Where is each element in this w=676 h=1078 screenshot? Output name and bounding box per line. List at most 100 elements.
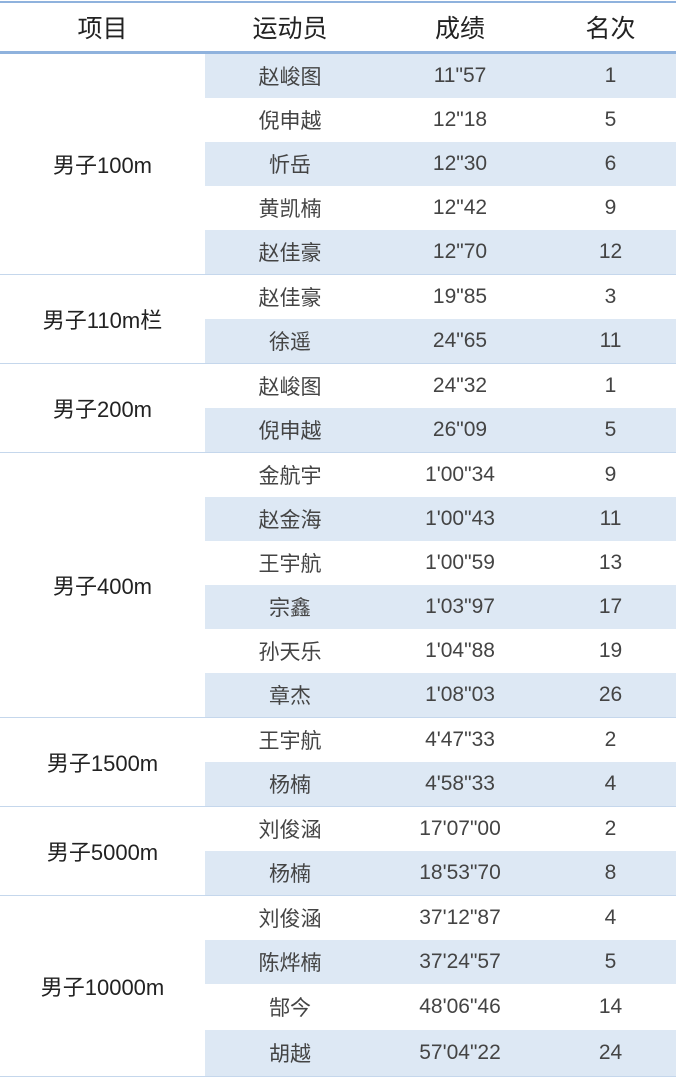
result-cell: 37'24"57 xyxy=(375,940,545,984)
athlete-cell: 赵金海 xyxy=(205,497,375,541)
athlete-cell: 金航宇 xyxy=(258,465,322,488)
table-row: 倪申越 12"18 5 xyxy=(0,98,676,142)
result-cell: 12"42 xyxy=(432,196,488,219)
result-cell: 4'47"33 xyxy=(425,728,495,751)
result-cell: 1'04"88 xyxy=(425,639,495,662)
rank-cell: 9 xyxy=(604,463,617,486)
header-event: 项目 xyxy=(0,2,205,54)
athlete-cell: 孙天乐 xyxy=(258,641,322,664)
table-row: 男子1500m 王宇航 4'47"33 2 xyxy=(0,717,676,807)
table-row: 男子10000m 刘俊涵 37'12"87 4 xyxy=(0,895,676,1077)
athlete-cell: 倪申越 xyxy=(258,110,322,133)
athlete-cell: 赵峻图 xyxy=(205,52,375,98)
header-athlete: 运动员 xyxy=(205,2,375,54)
rank-cell: 2 xyxy=(604,728,617,751)
result-cell: 1'00"34 xyxy=(425,463,495,486)
rank-cell: 4 xyxy=(604,906,617,929)
rank-cell: 4 xyxy=(545,762,676,807)
rank-cell: 11 xyxy=(545,319,676,364)
result-cell: 12"18 xyxy=(432,108,488,131)
result-cell: 17'07"00 xyxy=(419,817,501,840)
rank-cell: 3 xyxy=(604,285,617,308)
athlete-cell: 黄凯楠 xyxy=(258,198,322,221)
athlete-cell: 宗鑫 xyxy=(205,585,375,629)
table-row: 男子110m栏 赵佳豪 19"85 3 xyxy=(0,274,676,364)
athlete-cell: 杨楠 xyxy=(205,762,375,807)
rank-cell: 24 xyxy=(545,1030,676,1077)
result-cell: 1'00"59 xyxy=(425,551,495,574)
event-cell: 男子5000m xyxy=(0,806,205,896)
result-cell: 1'08"03 xyxy=(375,673,545,718)
table-row: 男子5000m 刘俊涵 17'07"00 2 xyxy=(0,806,676,896)
table-row: 男子100m 赵峻图 11"57 1 xyxy=(0,52,676,275)
table-row: 倪申越 26"09 5 xyxy=(0,408,676,453)
event-cell: 男子110m栏 xyxy=(0,274,205,364)
rank-cell: 5 xyxy=(604,108,617,131)
table-row: 杨楠 4'58"33 4 xyxy=(0,762,676,807)
athlete-cell: 忻岳 xyxy=(205,142,375,186)
athlete-cell: 倪申越 xyxy=(205,408,375,453)
rank-cell: 13 xyxy=(598,551,623,574)
athlete-cell: 赵佳豪 xyxy=(258,287,322,310)
rank-cell: 9 xyxy=(604,196,617,219)
result-cell: 19"85 xyxy=(432,285,488,308)
table-row: 孙天乐 1'04"88 19 xyxy=(0,629,676,673)
result-cell: 4'58"33 xyxy=(375,762,545,807)
event-cell: 男子10000m xyxy=(0,895,205,1077)
table-row: 章杰 1'08"03 26 xyxy=(0,673,676,718)
table-row: 郜今 48'06"46 14 xyxy=(0,984,676,1030)
rank-cell: 8 xyxy=(545,851,676,896)
athlete-cell: 胡越 xyxy=(205,1030,375,1077)
event-cell: 男子100m xyxy=(0,52,205,275)
header-row: 项目 运动员 成绩 名次 xyxy=(0,2,676,54)
result-cell: 18'53"70 xyxy=(375,851,545,896)
rank-cell: 6 xyxy=(545,142,676,186)
athlete-cell: 陈烨楠 xyxy=(205,940,375,984)
athlete-cell: 刘俊涵 xyxy=(258,908,322,931)
result-cell: 48'06"46 xyxy=(419,995,501,1018)
rank-cell: 2 xyxy=(604,817,617,840)
table-row: 王宇航 1'00"59 13 xyxy=(0,541,676,585)
athlete-cell: 刘俊涵 xyxy=(258,819,322,842)
header-result: 成绩 xyxy=(375,2,545,54)
table-row: 胡越 57'04"22 24 xyxy=(0,1030,676,1077)
rank-cell: 14 xyxy=(598,995,623,1018)
rank-cell: 1 xyxy=(604,374,617,397)
result-cell: 12"30 xyxy=(375,142,545,186)
athlete-cell: 章杰 xyxy=(205,673,375,718)
result-cell: 11"57 xyxy=(375,52,545,98)
result-cell: 26"09 xyxy=(375,408,545,453)
rank-cell: 11 xyxy=(545,497,676,541)
rank-cell: 19 xyxy=(598,639,623,662)
athlete-cell: 郜今 xyxy=(269,997,311,1020)
header-rank: 名次 xyxy=(545,2,676,54)
table-row: 赵佳豪 12"70 12 xyxy=(0,230,676,275)
athlete-cell: 杨楠 xyxy=(205,851,375,896)
table-row: 忻岳 12"30 6 xyxy=(0,142,676,186)
athlete-cell: 赵佳豪 xyxy=(205,230,375,275)
result-cell: 24"65 xyxy=(375,319,545,364)
table-row: 宗鑫 1'03"97 17 xyxy=(0,585,676,629)
result-cell: 37'12"87 xyxy=(419,906,501,929)
rank-cell: 1 xyxy=(545,52,676,98)
rank-cell: 26 xyxy=(545,673,676,718)
table-row: 徐遥 24"65 11 xyxy=(0,319,676,364)
athlete-cell: 王宇航 xyxy=(258,730,322,753)
rank-cell: 17 xyxy=(545,585,676,629)
table-row: 黄凯楠 12"42 9 xyxy=(0,186,676,230)
result-cell: 1'03"97 xyxy=(375,585,545,629)
rank-cell: 5 xyxy=(545,408,676,453)
table-row: 杨楠 18'53"70 8 xyxy=(0,851,676,896)
athlete-cell: 赵峻图 xyxy=(258,376,322,399)
table-row: 陈烨楠 37'24"57 5 xyxy=(0,940,676,984)
table-row: 赵金海 1'00"43 11 xyxy=(0,497,676,541)
rank-cell: 12 xyxy=(545,230,676,275)
result-cell: 1'00"43 xyxy=(375,497,545,541)
event-cell: 男子1500m xyxy=(0,717,205,807)
table-body: 男子100m 赵峻图 11"57 1 倪申越 12"18 5 忻岳 12"30 6 黄凯楠 12"42… xyxy=(0,52,676,1077)
result-cell: 57'04"22 xyxy=(375,1030,545,1077)
rank-cell: 5 xyxy=(545,940,676,984)
table-row: 男子200m 赵峻图 24"32 1 xyxy=(0,363,676,453)
result-cell: 24"32 xyxy=(432,374,488,397)
